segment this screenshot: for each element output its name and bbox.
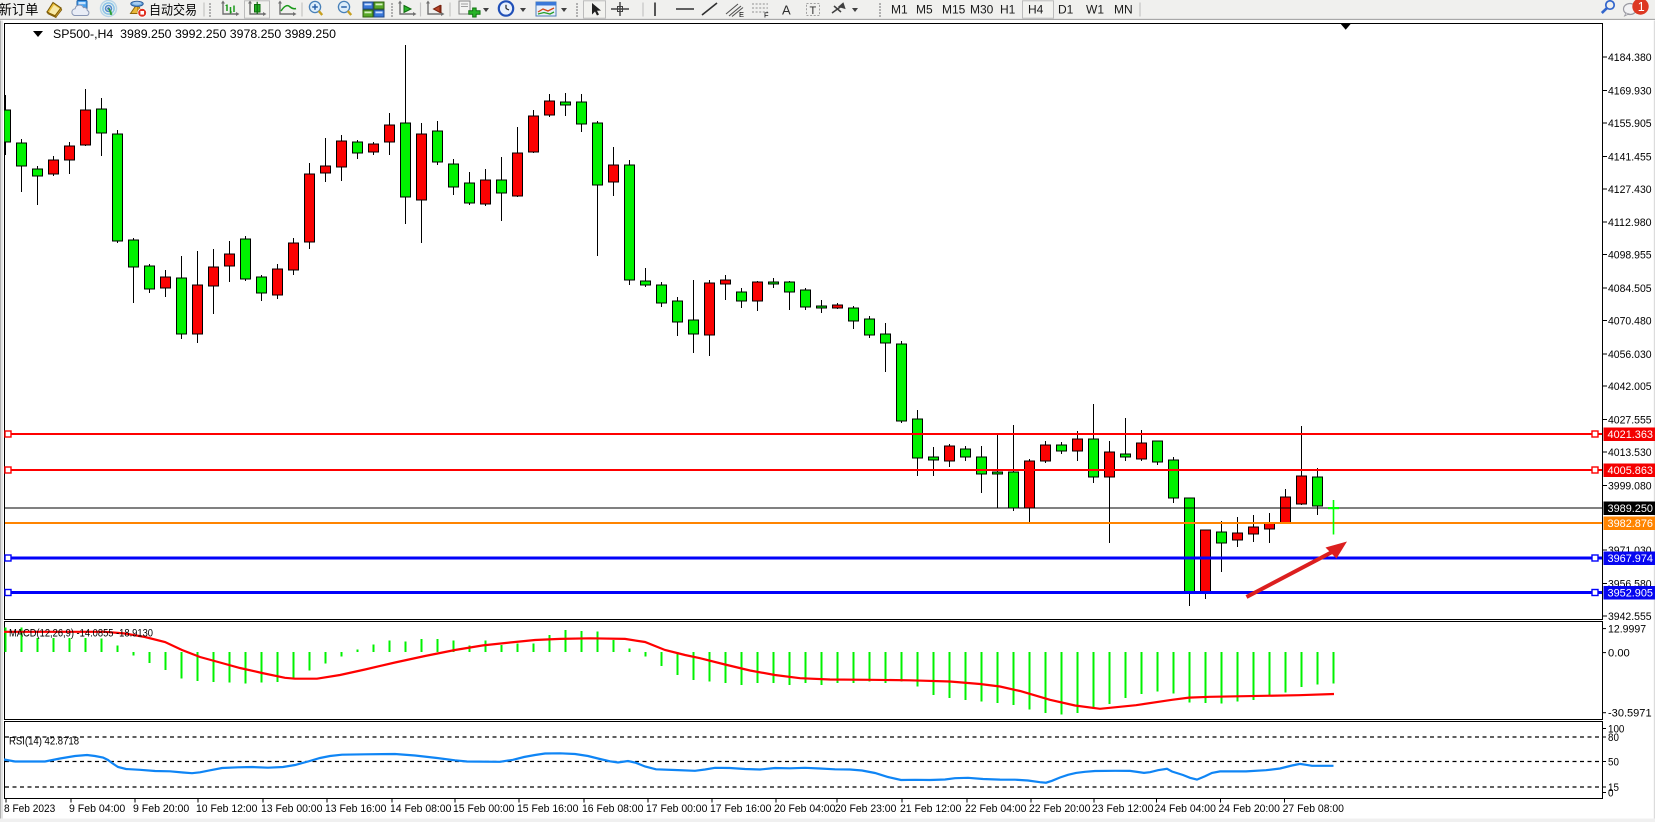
svg-text:4098.955: 4098.955 bbox=[1608, 250, 1652, 262]
svg-text:自动交易: 自动交易 bbox=[149, 3, 197, 18]
svg-text:9 Feb 04:00: 9 Feb 04:00 bbox=[69, 803, 125, 815]
svg-text:0.00: 0.00 bbox=[1608, 648, 1630, 660]
svg-text:4169.930: 4169.930 bbox=[1608, 86, 1652, 98]
svg-text:8 Feb 2023: 8 Feb 2023 bbox=[4, 803, 55, 815]
svg-text:M15: M15 bbox=[942, 3, 966, 17]
svg-text:9 Feb 20:00: 9 Feb 20:00 bbox=[133, 803, 189, 815]
svg-text:3942.555: 3942.555 bbox=[1608, 611, 1652, 623]
svg-text:22 Feb 04:00: 22 Feb 04:00 bbox=[965, 803, 1026, 815]
svg-text:D1: D1 bbox=[1058, 3, 1074, 17]
svg-text:F: F bbox=[764, 11, 769, 20]
svg-text:80: 80 bbox=[1608, 732, 1619, 744]
svg-text:100: 100 bbox=[1608, 724, 1624, 736]
svg-text:16 Feb 08:00: 16 Feb 08:00 bbox=[582, 803, 643, 815]
svg-text:M5: M5 bbox=[916, 3, 933, 17]
svg-text:20 Feb 23:00: 20 Feb 23:00 bbox=[835, 803, 896, 815]
svg-text:H1: H1 bbox=[1000, 3, 1016, 17]
svg-text:3967.974: 3967.974 bbox=[1608, 553, 1654, 565]
svg-text:W1: W1 bbox=[1086, 3, 1104, 17]
svg-text:23 Feb 12:00: 23 Feb 12:00 bbox=[1092, 803, 1153, 815]
svg-text:SP500-,H4 3989.250 3992.250 3: SP500-,H4 3989.250 3992.250 3978.250 398… bbox=[53, 27, 336, 41]
svg-text:22 Feb 20:00: 22 Feb 20:00 bbox=[1029, 803, 1090, 815]
svg-text:15 Feb 00:00: 15 Feb 00:00 bbox=[453, 803, 514, 815]
svg-text:17 Feb 16:00: 17 Feb 16:00 bbox=[710, 803, 771, 815]
svg-text:15: 15 bbox=[1608, 782, 1619, 794]
svg-text:4155.905: 4155.905 bbox=[1608, 118, 1652, 130]
svg-text:M30: M30 bbox=[970, 3, 994, 17]
svg-text:27 Feb 08:00: 27 Feb 08:00 bbox=[1283, 803, 1344, 815]
svg-text:12.9997: 12.9997 bbox=[1608, 624, 1646, 636]
svg-text:4127.430: 4127.430 bbox=[1608, 184, 1652, 196]
svg-text:3999.080: 3999.080 bbox=[1608, 480, 1652, 492]
svg-text:4070.480: 4070.480 bbox=[1608, 315, 1652, 327]
svg-text:4013.530: 4013.530 bbox=[1608, 447, 1652, 459]
svg-text:3989.250: 3989.250 bbox=[1608, 503, 1654, 515]
svg-text:24 Feb 20:00: 24 Feb 20:00 bbox=[1219, 803, 1280, 815]
svg-text:13 Feb 00:00: 13 Feb 00:00 bbox=[261, 803, 322, 815]
svg-text:4141.455: 4141.455 bbox=[1608, 151, 1652, 163]
svg-text:4027.555: 4027.555 bbox=[1608, 415, 1652, 427]
svg-text:13 Feb 16:00: 13 Feb 16:00 bbox=[325, 803, 386, 815]
svg-text:A: A bbox=[782, 3, 791, 18]
svg-text:0: 0 bbox=[1608, 788, 1614, 800]
svg-text:4084.505: 4084.505 bbox=[1608, 283, 1652, 295]
svg-text:E: E bbox=[739, 10, 744, 19]
svg-text:20 Feb 04:00: 20 Feb 04:00 bbox=[774, 803, 835, 815]
svg-text:17 Feb 00:00: 17 Feb 00:00 bbox=[646, 803, 707, 815]
svg-text:H4: H4 bbox=[1028, 3, 1044, 17]
svg-text:RSI(14) 42.8718: RSI(14) 42.8718 bbox=[9, 736, 79, 748]
svg-text:21 Feb 12:00: 21 Feb 12:00 bbox=[900, 803, 961, 815]
svg-text:4112.980: 4112.980 bbox=[1608, 217, 1652, 229]
svg-text:14 Feb 08:00: 14 Feb 08:00 bbox=[390, 803, 451, 815]
svg-text:新订单: 新订单 bbox=[0, 3, 39, 18]
svg-text:4184.380: 4184.380 bbox=[1608, 52, 1652, 64]
svg-text:T: T bbox=[810, 5, 817, 17]
svg-text:3952.905: 3952.905 bbox=[1608, 588, 1654, 600]
svg-text:15 Feb 16:00: 15 Feb 16:00 bbox=[517, 803, 578, 815]
svg-text:4005.863: 4005.863 bbox=[1608, 465, 1654, 477]
svg-text:4056.030: 4056.030 bbox=[1608, 349, 1652, 361]
svg-text:4042.005: 4042.005 bbox=[1608, 381, 1652, 393]
svg-text:M1: M1 bbox=[891, 3, 908, 17]
svg-text:3982.876: 3982.876 bbox=[1608, 518, 1654, 530]
svg-text:MN: MN bbox=[1114, 3, 1133, 17]
svg-text:4021.363: 4021.363 bbox=[1608, 429, 1654, 441]
svg-text:24 Feb 04:00: 24 Feb 04:00 bbox=[1155, 803, 1216, 815]
svg-text:MACD(12,26,9) -14.0855 -18.913: MACD(12,26,9) -14.0855 -18.9130 bbox=[9, 628, 153, 640]
svg-text:-30.5971: -30.5971 bbox=[1608, 708, 1652, 720]
svg-text:10 Feb 12:00: 10 Feb 12:00 bbox=[196, 803, 257, 815]
svg-text:50: 50 bbox=[1608, 757, 1619, 769]
svg-text:1: 1 bbox=[1638, 0, 1645, 14]
